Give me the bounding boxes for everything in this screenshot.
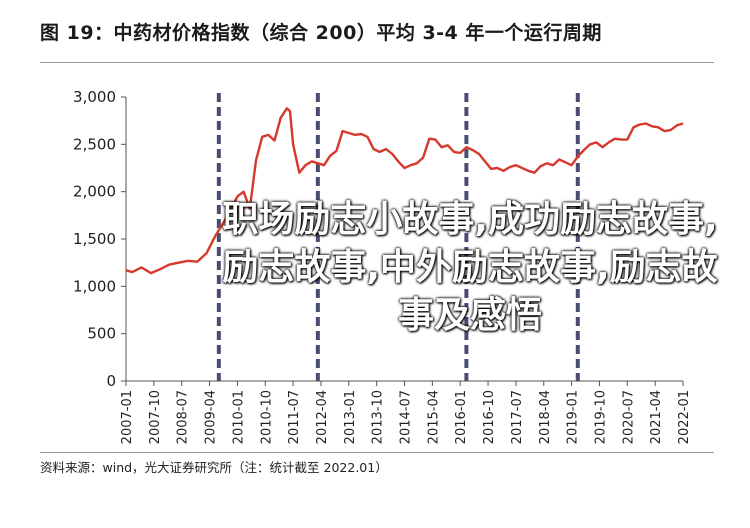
x-tick-label: 2018-04 xyxy=(538,390,553,444)
x-tick-label: 2007-10 xyxy=(148,390,163,444)
overlay-line-1: 职场励志小故事,成功励志故事, xyxy=(222,199,718,240)
y-tick-label: 3,000 xyxy=(73,88,116,106)
x-tick-label: 2007-01 xyxy=(120,390,135,444)
overlay-line-3: 事及感悟 xyxy=(397,295,542,336)
x-tick-label: 2019-10 xyxy=(593,390,608,444)
series-line xyxy=(125,107,684,275)
bottom-rule xyxy=(40,452,714,453)
x-tick-label: 2012-04 xyxy=(315,390,330,444)
y-tick-label: 2,000 xyxy=(73,183,116,201)
x-tick-label: 2016-10 xyxy=(482,390,497,444)
x-tick-label: 2019-01 xyxy=(566,390,581,444)
x-tick-label: 2009-04 xyxy=(204,390,219,444)
x-tick-label: 2015-04 xyxy=(426,390,441,444)
x-tick-label: 2008-07 xyxy=(176,390,191,444)
y-tick-label: 1,500 xyxy=(73,230,116,248)
x-tick-label: 2013-01 xyxy=(343,390,358,444)
overlay-line-2: 励志故事,中外励志故事,励志故 xyxy=(222,247,718,288)
watermark-overlay: 职场励志小故事,成功励志故事, 励志故事,中外励志故事,励志故 事及感悟 xyxy=(210,196,730,340)
x-tick-label: 2010-01 xyxy=(231,390,246,444)
x-tick-label: 2020-07 xyxy=(621,390,636,444)
y-tick-label: 1,000 xyxy=(73,277,116,295)
x-tick-label: 2014-07 xyxy=(399,390,414,444)
y-tick-label: 500 xyxy=(87,325,116,343)
source-note: 资料来源：wind，光大证券研究所（注：统计截至 2022.01） xyxy=(40,460,388,475)
chart-title: 图 19：中药材价格指数（综合 200）平均 3-4 年一个运行周期 xyxy=(40,22,602,44)
y-tick-label: 0 xyxy=(106,372,116,390)
x-tick-label: 2013-10 xyxy=(371,390,386,444)
top-rule xyxy=(40,62,714,63)
y-tick-label: 2,500 xyxy=(73,135,116,153)
x-tick-label: 2010-10 xyxy=(259,390,274,444)
x-tick-label: 2011-07 xyxy=(287,390,302,444)
x-tick-label: 2022-01 xyxy=(677,390,692,444)
x-tick-label: 2017-07 xyxy=(510,390,525,444)
x-tick-label: 2016-01 xyxy=(454,390,469,444)
x-tick-label: 2021-04 xyxy=(649,390,664,444)
